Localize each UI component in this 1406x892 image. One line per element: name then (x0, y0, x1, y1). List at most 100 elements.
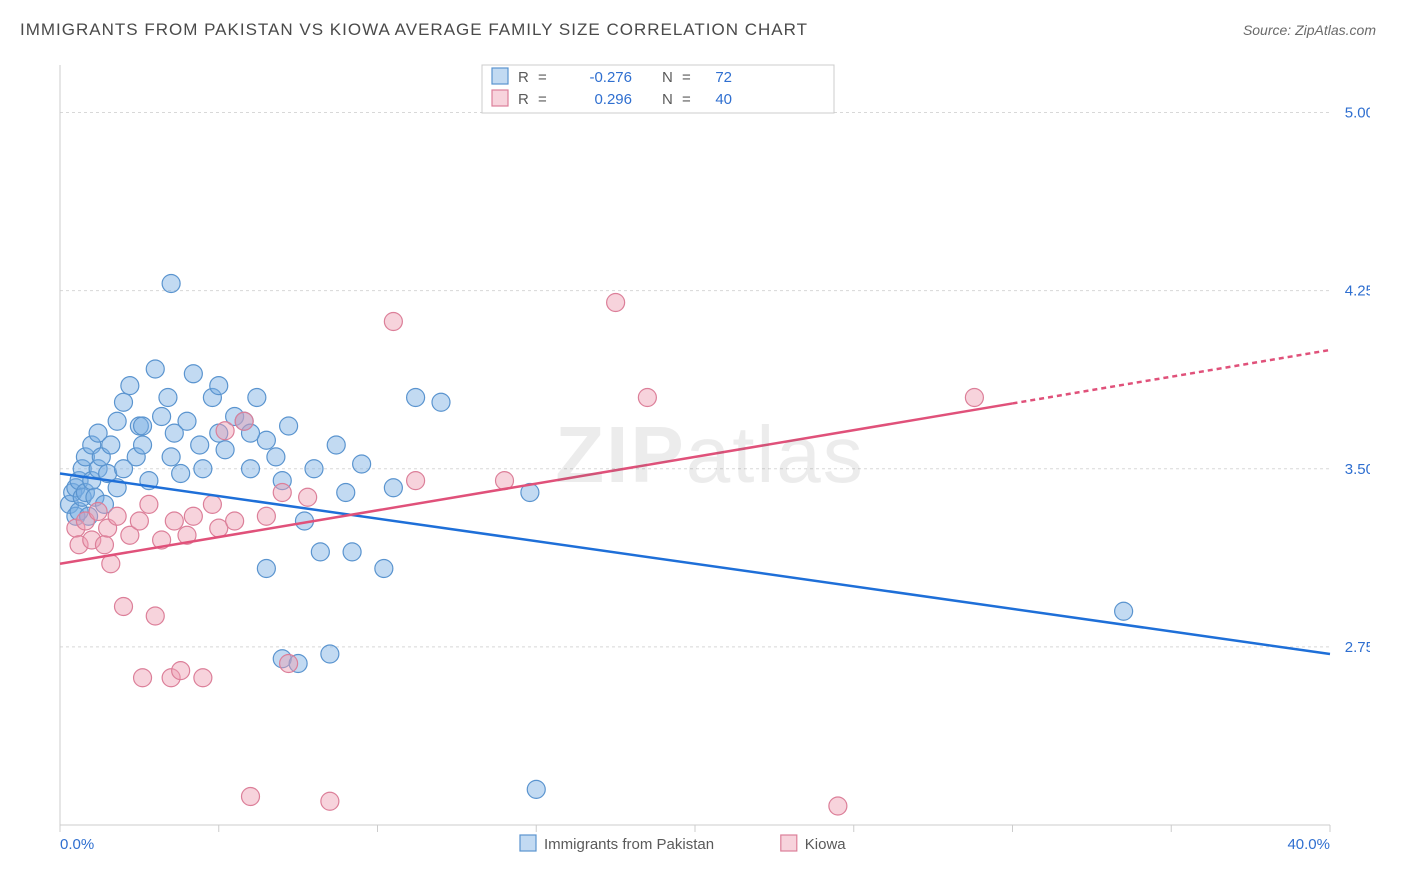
data-point (216, 422, 234, 440)
chart-title: IMMIGRANTS FROM PAKISTAN VS KIOWA AVERAG… (20, 20, 808, 40)
x-min-label: 0.0% (60, 836, 94, 853)
trend-line-dashed (1013, 350, 1331, 403)
data-point (95, 536, 113, 554)
data-point (432, 393, 450, 411)
data-point (226, 512, 244, 530)
data-point (384, 479, 402, 497)
data-point (257, 560, 275, 578)
legend-n-label: N (662, 69, 673, 86)
data-point (115, 393, 133, 411)
data-point (280, 655, 298, 673)
data-point (607, 294, 625, 312)
data-point (134, 669, 152, 687)
data-point (178, 412, 196, 430)
data-point (134, 417, 152, 435)
legend-eq: = (538, 91, 547, 108)
data-point (203, 495, 221, 513)
data-point (216, 441, 234, 459)
legend-eq: = (538, 69, 547, 86)
data-point (235, 412, 253, 430)
data-point (102, 436, 120, 454)
data-point (337, 484, 355, 502)
data-point (305, 460, 323, 478)
data-point (162, 275, 180, 293)
data-point (273, 484, 291, 502)
data-point (89, 503, 107, 521)
data-point (115, 598, 133, 616)
data-point (407, 389, 425, 407)
source-prefix: Source: (1243, 22, 1295, 38)
legend-n-value: 40 (715, 91, 732, 108)
data-point (146, 360, 164, 378)
data-point (242, 788, 260, 806)
legend-r-label: R (518, 91, 529, 108)
data-point (162, 448, 180, 466)
y-tick-label: 5.00 (1345, 105, 1370, 122)
legend-n-label: N (662, 91, 673, 108)
legend-bottom-swatch (781, 835, 797, 851)
data-point (1115, 602, 1133, 620)
source-label: Source: ZipAtlas.com (1243, 22, 1376, 38)
legend-eq: = (682, 91, 691, 108)
data-point (153, 408, 171, 426)
data-point (140, 495, 158, 513)
data-point (407, 472, 425, 490)
source-value: ZipAtlas.com (1295, 22, 1376, 38)
data-point (384, 313, 402, 331)
data-point (184, 365, 202, 383)
data-point (638, 389, 656, 407)
legend-n-value: 72 (715, 69, 732, 86)
data-point (108, 412, 126, 430)
data-point (108, 507, 126, 525)
legend-bottom-label: Kiowa (805, 836, 847, 853)
x-max-label: 40.0% (1287, 836, 1330, 853)
data-point (165, 512, 183, 530)
data-point (353, 455, 371, 473)
data-point (965, 389, 983, 407)
legend-r-value: 0.296 (594, 91, 632, 108)
data-point (191, 436, 209, 454)
data-point (210, 519, 228, 537)
data-point (321, 792, 339, 810)
legend-swatch (492, 90, 508, 106)
data-point (172, 662, 190, 680)
data-point (299, 488, 317, 506)
data-point (130, 512, 148, 530)
legend-top-box (482, 65, 834, 113)
data-point (343, 543, 361, 561)
chart-container: ZIPatlas 2.753.504.255.000.0%40.0%Averag… (50, 55, 1370, 855)
data-point (267, 448, 285, 466)
y-tick-label: 2.75 (1345, 639, 1370, 656)
data-point (121, 377, 139, 395)
legend-r-value: -0.276 (589, 69, 632, 86)
legend-eq: = (682, 69, 691, 86)
data-point (248, 389, 266, 407)
data-point (242, 460, 260, 478)
data-point (194, 669, 212, 687)
data-point (184, 507, 202, 525)
legend-swatch (492, 68, 508, 84)
trend-line (60, 403, 1013, 563)
data-point (375, 560, 393, 578)
data-point (280, 417, 298, 435)
data-point (829, 797, 847, 815)
scatter-chart: 2.753.504.255.000.0%40.0%Average Family … (50, 55, 1370, 855)
legend-r-label: R (518, 69, 529, 86)
data-point (146, 607, 164, 625)
data-point (194, 460, 212, 478)
data-point (257, 431, 275, 449)
data-point (172, 465, 190, 483)
data-point (210, 377, 228, 395)
data-point (257, 507, 275, 525)
data-point (527, 780, 545, 798)
data-point (159, 389, 177, 407)
data-point (134, 436, 152, 454)
data-point (321, 645, 339, 663)
data-point (311, 543, 329, 561)
y-tick-label: 3.50 (1345, 461, 1370, 478)
legend-bottom-label: Immigrants from Pakistan (544, 836, 714, 853)
y-tick-label: 4.25 (1345, 283, 1370, 300)
trend-line (60, 474, 1330, 655)
data-point (327, 436, 345, 454)
legend-bottom-swatch (520, 835, 536, 851)
